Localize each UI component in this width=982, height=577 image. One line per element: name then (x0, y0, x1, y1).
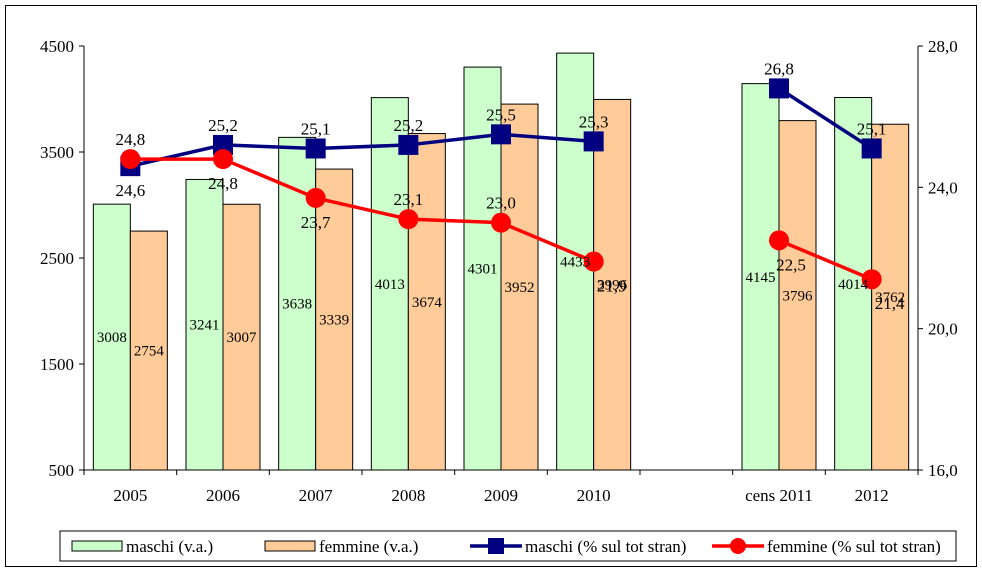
maschi-bar-7 (741, 83, 780, 471)
legend: maschi (v.a.) femmine (v.a.) maschi (% sul… (59, 530, 957, 562)
maschi-pct-line-0 (129, 132, 594, 168)
femmine-bar-label: 3007 (227, 330, 258, 346)
maschi-bar-label: 4014 (838, 277, 869, 293)
femmine-pct-label: 21,4 (875, 294, 905, 313)
legend-label-maschi: maschi (v.a.) (126, 537, 213, 556)
femmine-bar-label: 3762 (875, 290, 905, 306)
maschi-bar-label: 3241 (190, 318, 220, 334)
maschi-bar-label: 3008 (97, 330, 127, 346)
femmine-pct-line-1 (778, 238, 873, 281)
femmine-pct-line-0 (130, 157, 595, 264)
femmine-bar-0 (129, 230, 168, 471)
bar-layer (92, 52, 910, 471)
x-tick-label: 2010 (577, 486, 611, 505)
maschi-pct-label: 25,5 (486, 105, 516, 124)
legend-swatch-maschi (71, 540, 123, 552)
maschi-pct-label: 25,3 (579, 112, 609, 131)
femmine-pct-label: 23,1 (393, 190, 423, 209)
x-tick-label: 2008 (391, 486, 425, 505)
y-right-tick-label: 28,0 (928, 37, 958, 56)
maschi-pct-marker-7 (769, 78, 789, 99)
femmine-pct-label: 22,5 (776, 255, 806, 274)
y-left-tick-label: 3500 (40, 143, 74, 162)
x-tick-label: 2009 (484, 486, 518, 505)
x-tick-label: cens 2011 (745, 486, 813, 505)
femmine-bar-2 (315, 168, 354, 471)
x-tick-label: 2007 (299, 486, 334, 505)
maschi-pct-marker-5 (583, 131, 604, 152)
legend-label-femmine: femmine (v.a.) (319, 537, 418, 556)
femmine-pct-label: 24,8 (115, 130, 145, 149)
maschi-bar-label: 3638 (282, 297, 312, 313)
femmine-bar-8 (871, 123, 910, 471)
legend-marker-maschi-pct (488, 538, 504, 554)
femmine-pct-marker-7 (769, 230, 789, 251)
femmine-pct-marker-5 (583, 251, 604, 272)
maschi-pct-marker-1 (213, 134, 233, 155)
y-right-tick-label: 16,0 (928, 461, 958, 480)
axes-layer: 500 1500 2500 3500 4500 16,0 20,0 24,0 28,0 2005 2… (40, 37, 958, 505)
legend-marker-femmine-pct (730, 538, 746, 554)
maschi-bar-label: 4013 (375, 277, 405, 293)
maschi-pct-line-1 (778, 86, 873, 150)
y-left-tick-label: 2500 (40, 249, 74, 268)
maschi-pct-marker-3 (398, 134, 419, 155)
femmine-bar-label: 3339 (319, 313, 349, 329)
femmine-bar-label: 3952 (505, 280, 535, 296)
femmine-pct-marker-1 (213, 149, 233, 170)
data-label-layer: 3008 3241 3638 4013 4301 4433 4145 4014 2754 3007… (97, 59, 905, 359)
x-tick-label: 2005 (113, 486, 147, 505)
maschi-pct-marker-2 (305, 138, 326, 159)
y-right-tick-label: 20,0 (928, 320, 958, 339)
legend-label-femmine-pct: femmine (% sul tot stran) (767, 537, 941, 556)
femmine-bar-label: 2754 (134, 344, 165, 360)
maschi-bar-label: 4433 (560, 255, 590, 271)
femmine-pct-marker-0 (120, 149, 141, 170)
femmine-bar-3 (407, 133, 446, 471)
maschi-bar-0 (92, 203, 131, 471)
legend-label-maschi-pct: maschi (% sul tot stran) (525, 537, 686, 556)
femmine-bar-7 (778, 120, 817, 471)
femmine-pct-label: 23,0 (486, 194, 516, 213)
femmine-bar-label: 3796 (783, 288, 814, 304)
maschi-pct-marker-4 (491, 124, 511, 145)
maschi-pct-label: 25,2 (208, 116, 238, 135)
maschi-bar-label: 4301 (468, 262, 498, 278)
y-left-tick-label: 4500 (40, 37, 74, 56)
y-right-tick-label: 24,0 (928, 178, 958, 197)
femmine-bar-label: 3674 (412, 295, 443, 311)
femmine-bar-label: 3996 (597, 278, 628, 294)
femmine-pct-marker-8 (861, 269, 882, 290)
line-layer (120, 78, 882, 290)
femmine-pct-label: 21,9 (597, 277, 627, 296)
y-left-tick-label: 500 (49, 461, 75, 480)
maschi-pct-label: 24,6 (115, 181, 145, 200)
maschi-pct-label: 26,8 (764, 59, 794, 78)
femmine-pct-marker-4 (491, 212, 511, 233)
femmine-bar-5 (593, 98, 632, 471)
x-tick-label: 2012 (855, 486, 889, 505)
y-left-tick-label: 1500 (40, 355, 74, 374)
maschi-pct-label: 25,2 (393, 116, 423, 135)
maschi-pct-label: 25,1 (301, 119, 331, 138)
femmine-bar-4 (500, 103, 539, 471)
maschi-bar-1 (185, 178, 224, 471)
maschi-pct-marker-8 (861, 138, 882, 159)
femmine-pct-label: 24,8 (208, 174, 238, 193)
maschi-pct-label: 25,1 (857, 119, 887, 138)
x-tick-label: 2006 (206, 486, 240, 505)
maschi-bar-label: 4145 (746, 270, 776, 286)
legend-swatch-femmine (264, 540, 316, 552)
femmine-pct-marker-2 (305, 187, 326, 208)
femmine-pct-marker-3 (398, 209, 419, 230)
femmine-pct-label: 23,7 (301, 213, 331, 232)
